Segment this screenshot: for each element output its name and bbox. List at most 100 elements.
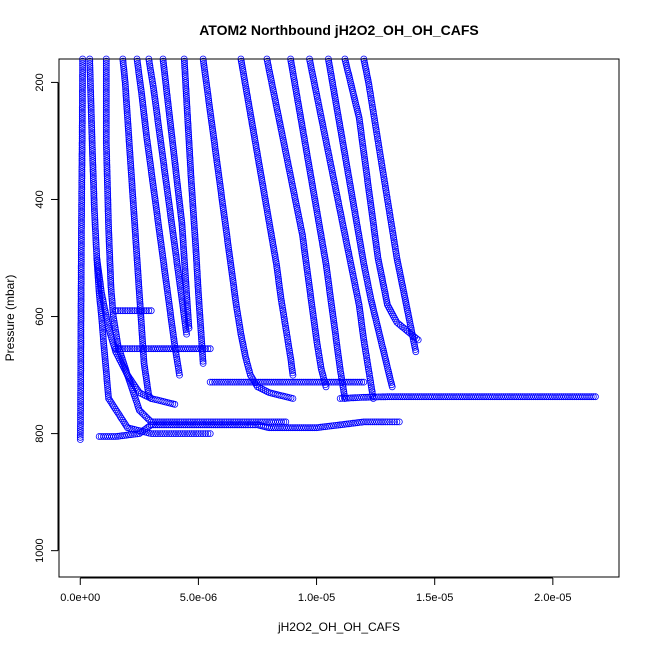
data-point	[77, 367, 85, 375]
data-point	[370, 223, 378, 231]
data-point	[186, 159, 194, 166]
data-point	[152, 100, 160, 107]
data-point	[167, 214, 175, 222]
data-point	[144, 142, 152, 150]
data-point	[100, 344, 108, 352]
data-point	[90, 201, 98, 209]
data-point	[77, 378, 85, 386]
data-point	[293, 90, 300, 97]
data-point	[105, 240, 113, 248]
data-point	[77, 393, 84, 401]
data-point	[318, 238, 326, 246]
data-point	[326, 64, 334, 71]
data-point	[280, 378, 288, 386]
data-point	[197, 331, 205, 339]
data-point	[247, 113, 255, 121]
data-point	[356, 310, 364, 318]
data-point	[303, 148, 311, 156]
data-point	[495, 393, 503, 401]
data-point	[315, 217, 322, 225]
data-point	[77, 310, 85, 318]
data-point	[121, 307, 129, 315]
data-point	[360, 151, 368, 159]
data-point	[189, 206, 197, 214]
data-point	[103, 379, 111, 387]
data-point	[534, 393, 542, 401]
data-point	[77, 384, 85, 392]
data-point	[102, 126, 110, 134]
data-point	[156, 421, 164, 429]
data-point	[296, 220, 304, 228]
data-point	[163, 287, 171, 295]
data-point	[387, 220, 395, 228]
data-point	[185, 430, 193, 438]
data-point	[140, 108, 148, 115]
data-point	[183, 109, 191, 117]
data-point	[175, 367, 183, 375]
data-point	[333, 343, 341, 351]
data-point	[127, 160, 135, 168]
data-point	[77, 249, 85, 257]
data-point	[147, 69, 155, 76]
data-point	[371, 232, 379, 240]
data-point	[289, 424, 297, 432]
data-point	[161, 430, 169, 438]
data-point	[147, 345, 155, 353]
data-point	[297, 113, 305, 121]
data-point	[159, 152, 167, 160]
data-point	[193, 272, 201, 280]
data-point	[104, 194, 112, 202]
data-point	[103, 155, 111, 162]
data-point	[77, 299, 85, 307]
data-point	[169, 326, 177, 334]
data-point	[78, 207, 85, 215]
data-point	[348, 264, 356, 271]
data-point	[327, 297, 335, 305]
data-point	[264, 212, 272, 220]
data-point	[133, 258, 141, 266]
data-point	[221, 217, 229, 225]
data-point	[77, 358, 85, 366]
data-point	[278, 127, 286, 135]
data-point	[91, 209, 98, 217]
data-point	[331, 94, 339, 102]
data-point	[111, 319, 118, 327]
data-point	[162, 83, 170, 91]
data-point	[202, 75, 210, 83]
data-point	[308, 301, 316, 309]
data-point	[208, 119, 216, 127]
data-point	[225, 244, 232, 252]
data-point	[186, 154, 194, 162]
data-point	[312, 202, 320, 210]
data-point	[345, 171, 352, 179]
data-point	[287, 59, 295, 67]
data-point	[381, 393, 389, 401]
data-point	[141, 364, 149, 372]
data-point	[300, 239, 308, 247]
data-point	[91, 225, 99, 233]
data-point	[182, 87, 190, 95]
data-point	[78, 194, 86, 202]
data-point	[216, 182, 224, 190]
data-point	[219, 200, 227, 208]
data-point	[272, 260, 280, 268]
data-point	[104, 205, 112, 213]
data-point	[329, 83, 337, 91]
data-point	[215, 378, 223, 386]
data-point	[377, 393, 385, 401]
data-point	[327, 72, 335, 80]
data-point	[339, 220, 347, 228]
data-point	[189, 200, 197, 208]
data-point	[359, 140, 367, 148]
data-point	[114, 432, 122, 440]
data-point	[175, 195, 183, 203]
data-point	[127, 157, 134, 165]
data-point	[138, 324, 146, 332]
data-point	[169, 231, 177, 239]
data-point	[113, 407, 121, 415]
data-point	[187, 178, 195, 186]
data-point	[332, 96, 339, 104]
data-point	[109, 306, 117, 314]
data-point	[326, 291, 334, 299]
data-point	[145, 153, 153, 161]
